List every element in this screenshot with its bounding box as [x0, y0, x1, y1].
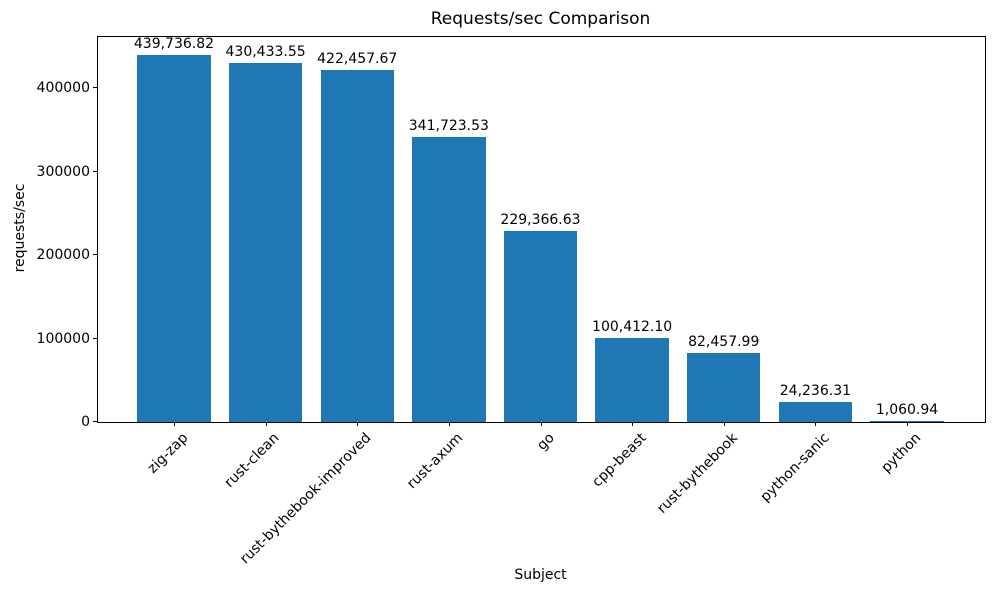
- y-tick-mark: [93, 171, 97, 172]
- x-tick-label-zig-zap: zig-zap: [144, 430, 192, 477]
- x-tick-mark: [357, 422, 359, 426]
- x-tick-mark: [540, 422, 542, 426]
- x-tick-label-go: go: [534, 430, 558, 454]
- x-tick-mark: [173, 422, 175, 426]
- y-tick-label: 0: [81, 414, 90, 430]
- bar-value-label: 100,412.10: [592, 318, 673, 335]
- bar-rust-bythebook-improved: [320, 70, 394, 422]
- y-tick-label: 100000: [36, 331, 90, 347]
- x-tick-label-python: python: [878, 430, 925, 476]
- x-tick-label-rust-clean: rust-clean: [222, 430, 283, 491]
- plot-area: [97, 36, 986, 423]
- bar-value-label: 24,236.31: [779, 382, 852, 399]
- bar-value-label: 439,736.82: [133, 35, 215, 52]
- bar-python: [870, 421, 944, 422]
- bar-value-label: 430,433.55: [225, 43, 306, 60]
- bar-value-label: 229,366.63: [500, 211, 581, 228]
- bar-value-label: 422,457.67: [317, 50, 398, 67]
- x-tick-label-rust-bythebook: rust-bythebook: [654, 430, 742, 517]
- x-tick-label-python-sanic: python-sanic: [757, 430, 833, 506]
- y-tick-mark: [93, 87, 97, 88]
- bar-cpp-beast: [595, 338, 669, 422]
- bar-value-label: 1,060.94: [875, 401, 939, 418]
- x-tick-mark: [907, 422, 909, 426]
- chart-title: Requests/sec Comparison: [430, 9, 651, 29]
- x-tick-mark: [815, 422, 817, 426]
- bar-rust-bythebook: [687, 353, 761, 422]
- bar-go: [503, 231, 578, 422]
- y-tick-label: 200000: [36, 247, 90, 263]
- bar-rust-clean: [228, 63, 303, 422]
- y-tick-label: 300000: [36, 164, 90, 180]
- bar-zig-zap: [137, 55, 211, 422]
- y-tick-mark: [93, 254, 97, 255]
- y-tick-mark: [93, 421, 97, 422]
- x-tick-label-cpp-beast: cpp-beast: [589, 430, 650, 491]
- bar-rust-axum: [412, 137, 486, 422]
- bar-python-sanic: [778, 402, 853, 422]
- bar-value-label: 341,723.53: [408, 117, 489, 134]
- bar-value-label: 82,457.99: [688, 333, 760, 350]
- y-tick-mark: [93, 338, 97, 339]
- x-tick-label-rust-axum: rust-axum: [404, 430, 467, 493]
- y-tick-label: 400000: [36, 80, 90, 96]
- x-tick-mark: [632, 422, 634, 426]
- x-tick-mark: [265, 422, 267, 426]
- x-tick-mark: [723, 422, 725, 426]
- x-tick-mark: [448, 422, 450, 426]
- x-axis-label: Subject: [514, 567, 567, 583]
